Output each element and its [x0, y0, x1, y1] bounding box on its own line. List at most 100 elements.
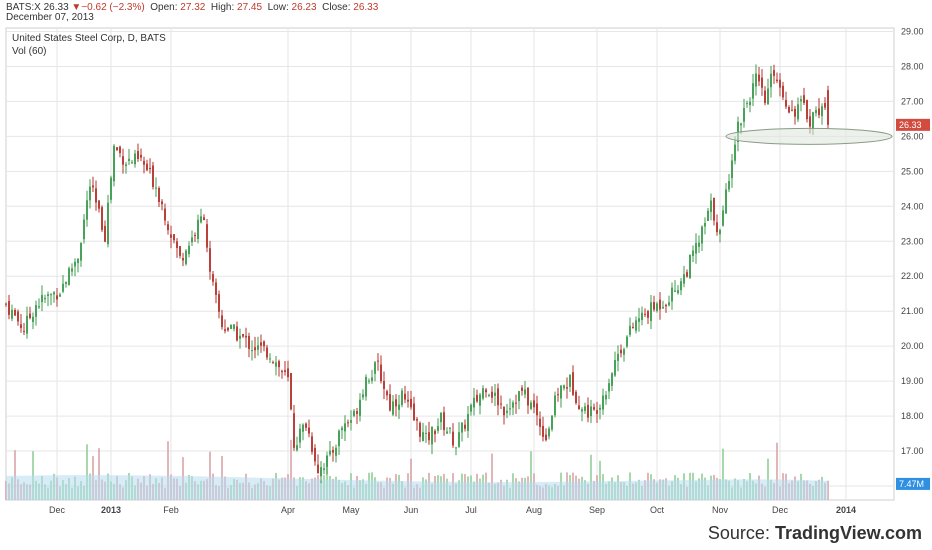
- candle-body: [404, 393, 406, 400]
- y-tick-label: 29.00: [901, 26, 924, 36]
- candle-body: [629, 325, 631, 335]
- candle-body: [788, 106, 790, 113]
- source-prefix: Source:: [707, 523, 775, 543]
- y-tick-label: 17.00: [901, 446, 924, 456]
- candle-body: [377, 360, 379, 362]
- candle-body: [440, 412, 442, 423]
- candle-body: [542, 425, 544, 437]
- candle-body: [716, 222, 718, 233]
- high-value: 27.45: [237, 2, 263, 13]
- source-credit: Source: TradingView.com: [708, 523, 922, 544]
- close-label: Close:: [322, 2, 351, 13]
- candle-body: [644, 313, 646, 315]
- last-price: 26.33: [43, 2, 69, 13]
- date-label: December 07, 2013: [6, 12, 94, 23]
- candle-body: [431, 426, 433, 445]
- candle-body: [764, 90, 766, 103]
- candle-body: [734, 144, 736, 161]
- candle-body: [617, 353, 619, 361]
- volume-bar: [491, 453, 493, 500]
- candle-body: [614, 360, 616, 376]
- candle-body: [77, 258, 79, 264]
- candle-body: [548, 428, 550, 437]
- source-brand: TradingView.com: [774, 523, 922, 543]
- candle-body: [107, 202, 109, 245]
- candle-body: [827, 90, 829, 125]
- candle-body: [497, 388, 499, 406]
- last-price-badge-text: 26.33: [899, 120, 922, 130]
- candle-body: [599, 407, 601, 410]
- candle-body: [293, 413, 295, 448]
- candle-body: [242, 334, 244, 337]
- candle-body: [704, 223, 706, 227]
- candle-body: [353, 410, 355, 416]
- candle-body: [536, 403, 538, 416]
- candle-body: [662, 306, 664, 309]
- candle-body: [71, 268, 73, 272]
- candle-body: [368, 380, 370, 382]
- candle-body: [341, 427, 343, 431]
- y-tick-label: 19.00: [901, 376, 924, 386]
- x-tick-label: Feb: [163, 505, 179, 515]
- time-axis: Dec 2013 Feb Apr May Jun Jul Aug Sep Oct Nov Dec 201…: [49, 505, 856, 515]
- candle-body: [572, 372, 574, 395]
- candle-body: [761, 77, 763, 88]
- x-tick-label: Jul: [465, 505, 477, 515]
- candle-body: [767, 88, 769, 104]
- candle-body: [290, 372, 292, 410]
- candle-body: [275, 362, 277, 367]
- volume-badge-text: 7.47M: [899, 479, 924, 489]
- candle-body: [26, 315, 28, 334]
- candle-body: [74, 261, 76, 267]
- candle-body: [413, 403, 415, 421]
- low-label: Low:: [267, 2, 289, 13]
- candle-body: [137, 151, 139, 159]
- candle-body: [590, 406, 592, 417]
- candle-body: [35, 305, 37, 317]
- candle-body: [620, 349, 622, 354]
- candle-body: [410, 398, 412, 408]
- candle-body: [596, 410, 598, 414]
- candle-body: [470, 404, 472, 412]
- x-tick-label: Jun: [404, 505, 419, 515]
- candle-body: [815, 110, 817, 114]
- candle-body: [464, 424, 466, 429]
- candle-body: [143, 160, 145, 165]
- candle-body: [458, 432, 460, 447]
- candle-body: [443, 412, 445, 431]
- candle-body: [680, 281, 682, 291]
- candle-body: [824, 103, 826, 108]
- candle-body: [44, 298, 46, 300]
- candle-body: [5, 303, 7, 305]
- volume-ma-area: [6, 475, 828, 500]
- candle-body: [635, 320, 637, 331]
- candle-body: [473, 397, 475, 408]
- candlestick-chart[interactable]: 16.0017.0018.0019.0020.0021.0022.0023.00…: [0, 22, 932, 520]
- candle-body: [167, 224, 169, 231]
- candle-body: [230, 324, 232, 329]
- candle-body: [803, 95, 805, 103]
- candle-body: [731, 160, 733, 179]
- candle-body: [287, 368, 289, 378]
- y-tick-label: 28.00: [901, 61, 924, 71]
- candle-body: [488, 394, 490, 396]
- candle-body: [722, 210, 724, 226]
- close-value: 26.33: [353, 2, 379, 13]
- candle-body: [254, 347, 256, 351]
- candle-body: [437, 426, 439, 431]
- candle-body: [560, 385, 562, 399]
- candle-body: [467, 414, 469, 431]
- candle-body: [86, 200, 88, 220]
- x-tick-label: Oct: [650, 505, 665, 515]
- volume-badge: [896, 477, 930, 490]
- candle-body: [371, 377, 373, 381]
- high-label: High:: [210, 2, 235, 13]
- volume-bar: [14, 450, 16, 500]
- candle-body: [401, 390, 403, 405]
- volume-bar: [86, 444, 88, 500]
- candle-body: [740, 123, 742, 126]
- candle-body: [512, 402, 514, 408]
- change-down-arrow-icon: ▼: [71, 2, 82, 13]
- candle-body: [632, 326, 634, 328]
- candle-body: [524, 389, 526, 395]
